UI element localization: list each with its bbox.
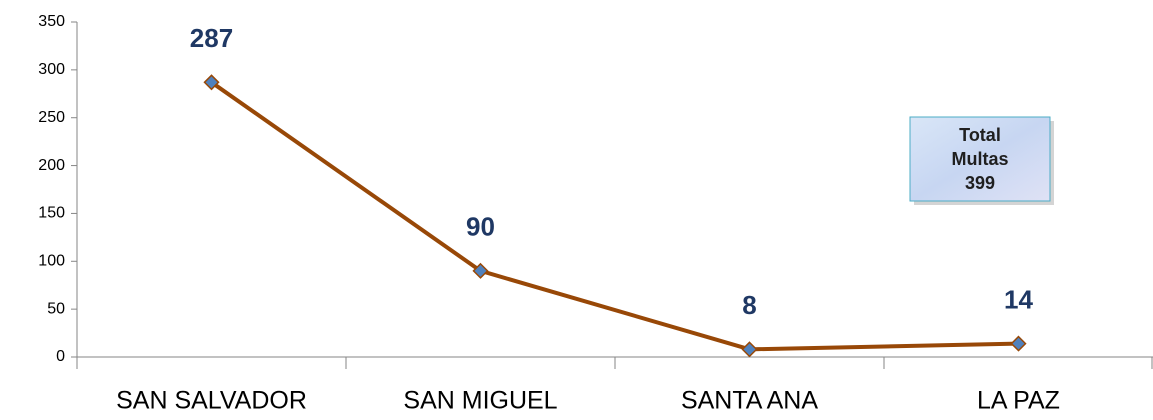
x-tick-label: SANTA ANA	[681, 387, 818, 415]
y-tick-label: 300	[38, 61, 65, 78]
y-tick-label: 0	[56, 348, 65, 365]
data-label: 8	[742, 290, 756, 320]
y-tick-label: 150	[38, 205, 65, 222]
line	[210, 80, 1019, 352]
annotation-text: 399	[965, 173, 995, 193]
y-tick-label: 250	[38, 109, 65, 126]
data-label: 14	[1004, 284, 1033, 314]
annotation-text: Total	[959, 125, 1001, 145]
data-label: 90	[466, 212, 495, 242]
y-tick-label: 50	[47, 300, 65, 317]
annotation-box	[909, 116, 1051, 202]
y-tick-label: 350	[38, 13, 65, 30]
y-tick-label: 100	[38, 253, 65, 270]
marker	[741, 341, 758, 358]
marker	[203, 74, 220, 91]
y-tick-label: 200	[38, 157, 65, 174]
x-tick-label: SAN MIGUEL	[403, 387, 557, 415]
marker	[1010, 335, 1027, 352]
data-label: 287	[190, 23, 233, 53]
x-tick-label: SAN SALVADOR	[116, 387, 307, 415]
x-tick-label: LA PAZ	[977, 387, 1060, 415]
marker	[472, 262, 489, 279]
annotation-text: Multas	[951, 149, 1008, 169]
